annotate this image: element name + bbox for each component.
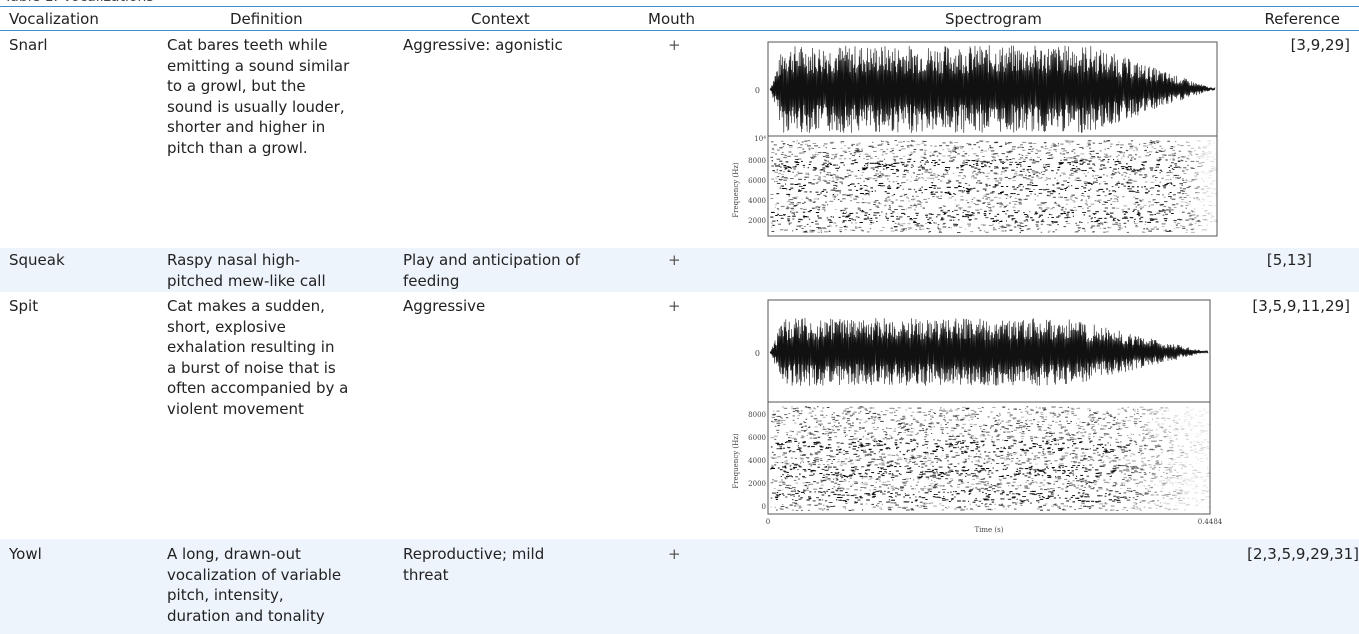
freq-tick: 2000 (748, 217, 766, 225)
table-row-yowl: Yowl A long, drawn-out vocalization of v… (0, 539, 1359, 634)
freq-tick: 4000 (748, 197, 766, 205)
context-cell: Play and anticipation of feeding (403, 250, 628, 291)
header-definition: Definition (230, 10, 303, 28)
definition-line: pitched mew-like call (167, 271, 326, 290)
snarl-spectrogram-figure: 0 10⁴ 8000 6000 4000 2000 Frequency (Hz) (732, 41, 1218, 237)
context-cell: Aggressive (403, 296, 628, 317)
mouth-cell: + (668, 297, 681, 315)
spit-spectrogram-figure: 0 8000 6000 4000 2000 0 Frequency (Hz) 0… (732, 299, 1222, 534)
context-line: threat (403, 565, 449, 584)
definition-line: to a growl, but the (167, 77, 306, 95)
definition-line: pitch than a growl. (167, 138, 308, 157)
definition-line: a burst of noise that is (167, 358, 336, 377)
definition-cell: Cat makes a sudden, short, explosive exh… (167, 296, 392, 419)
header-mouth: Mouth (648, 10, 696, 28)
definition-line: duration and tonality (167, 606, 325, 625)
table-row-spit: Spit Cat makes a sudden, short, explosiv… (0, 292, 1359, 539)
definition-line: vocalization of variable (167, 565, 342, 584)
header-context: Context (471, 10, 530, 28)
definition-line: short, explosive (167, 317, 286, 336)
table-header: Vocalization Definition Context Mouth Sp… (0, 6, 1359, 31)
definition-cell: Raspy nasal high- pitched mew-like call (167, 250, 392, 291)
vocalization-cell: Snarl (9, 36, 48, 54)
freq-tick: 2000 (748, 480, 766, 488)
definition-line: emitting a sound similar (167, 56, 350, 75)
waveform (769, 317, 1209, 386)
mouth-cell: + (668, 251, 681, 269)
reference-cell: [3,9,29] (1290, 36, 1350, 54)
freq-axis-label: Frequency (Hz) (732, 433, 740, 489)
waveform (769, 45, 1216, 134)
table-row-squeak: Squeak Raspy nasal high- pitched mew-lik… (0, 248, 1359, 292)
definition-cell: Cat bares teeth while emitting a sound s… (167, 35, 392, 158)
context-line: Aggressive (403, 297, 486, 315)
spectrogram-noise (770, 140, 1218, 233)
definition-line: sound is usually louder, (167, 97, 345, 116)
header-spectrogram: Spectrogram (945, 10, 1042, 28)
time-end-label: 0.4484 (1198, 518, 1222, 526)
definition-line: shorter and higher in (167, 118, 326, 136)
clipped-caption-strip: Table 1. Vocalizations (0, 0, 1359, 6)
time-axis-label: Time (s) (975, 526, 1004, 534)
spectrogram-noise (770, 406, 1211, 511)
vocalization-cell: Squeak (9, 251, 65, 269)
reference-cell: [3,5,9,11,29] (1252, 297, 1350, 315)
freq-tick: 6000 (748, 177, 766, 185)
context-line: Reproductive; mild (403, 545, 545, 563)
reference-cell: [5,13] (1266, 251, 1312, 269)
freq-tick: 4000 (748, 457, 766, 465)
header-vocalization: Vocalization (9, 10, 99, 28)
mouth-cell: + (668, 36, 681, 54)
vocalization-cell: Yowl (9, 545, 42, 563)
context-line: Play and anticipation of (403, 251, 580, 269)
definition-line: often accompanied by a (167, 379, 349, 397)
spectrogram-frame (767, 135, 1218, 237)
reference-cell: [2,3,5,9,29,31] (1247, 545, 1359, 563)
freq-tick: 8000 (748, 411, 766, 419)
time-start-label: 0 (766, 518, 770, 526)
context-line: feeding (403, 271, 460, 290)
definition-line: Cat bares teeth while (167, 36, 328, 54)
definition-cell: A long, drawn-out vocalization of variab… (167, 544, 392, 626)
freq-axis-label: Frequency (Hz) (732, 162, 740, 218)
context-cell: Aggressive: agonistic (403, 35, 628, 56)
table-row-snarl: Snarl Cat bares teeth while emitting a s… (0, 31, 1359, 248)
freq-tick: 6000 (748, 434, 766, 442)
definition-line: pitch, intensity, (167, 586, 284, 604)
header-reference: Reference (1264, 10, 1340, 28)
wave-zero-label: 0 (755, 349, 760, 358)
freq-tick: 0 (762, 503, 766, 511)
definition-line: A long, drawn-out (167, 545, 301, 563)
definition-line: Cat makes a sudden, (167, 297, 325, 315)
mouth-cell: + (668, 545, 681, 563)
wave-zero-label: 0 (755, 86, 760, 95)
freq-tick: 10⁴ (754, 135, 766, 143)
definition-line: violent movement (167, 399, 304, 418)
freq-tick: 8000 (748, 157, 766, 165)
context-cell: Reproductive; mild threat (403, 544, 628, 585)
definition-line: exhalation resulting in (167, 338, 335, 356)
context-line: Aggressive: agonistic (403, 36, 563, 54)
definition-line: Raspy nasal high- (167, 251, 301, 269)
vocalization-cell: Spit (9, 297, 39, 315)
